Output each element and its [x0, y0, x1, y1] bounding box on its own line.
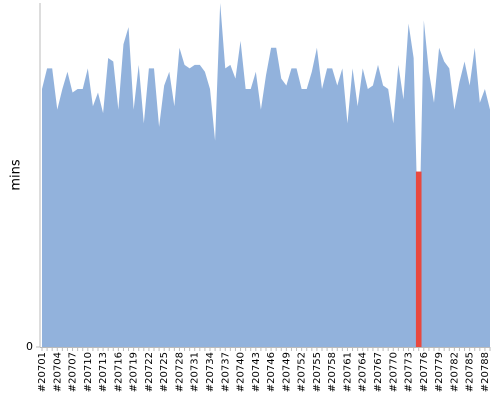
x-tick-label: #20740 — [236, 352, 247, 392]
x-tick-label: #20785 — [465, 352, 476, 392]
x-tick-label: #20731 — [190, 352, 201, 392]
x-tick-label: #20770 — [388, 352, 399, 392]
x-tick-label: #20725 — [159, 352, 170, 392]
x-tick-label: #20746 — [266, 352, 277, 392]
x-tick-label: #20743 — [251, 352, 262, 392]
x-tick-label: #20755 — [312, 352, 323, 392]
x-tick-label: #20779 — [434, 352, 445, 392]
x-tick-label: #20758 — [327, 352, 338, 392]
x-tick-label: #20716 — [113, 352, 124, 392]
x-tick-label: #20752 — [297, 352, 308, 392]
x-tick-label: #20722 — [144, 352, 155, 392]
y-axis-label: mins — [9, 159, 24, 191]
x-tick-label: #20761 — [342, 352, 353, 392]
x-tick-label: #20701 — [37, 352, 48, 392]
x-tick-label: #20782 — [449, 352, 460, 392]
x-tick-label: #20773 — [404, 352, 415, 392]
x-tick-label: #20728 — [174, 352, 185, 392]
x-tick-label: #20749 — [281, 352, 292, 392]
x-tick-label: #20788 — [480, 352, 491, 392]
x-tick-label: #20707 — [68, 352, 79, 392]
x-tick-label: #20764 — [358, 352, 369, 392]
highlight-bar — [415, 171, 422, 347]
x-tick-label: #20767 — [373, 352, 384, 392]
x-tick-label: #20704 — [52, 352, 63, 392]
x-tick-label: #20776 — [419, 352, 430, 392]
x-tick-label: #20734 — [205, 352, 216, 392]
x-tick-label: #20713 — [98, 352, 109, 392]
y-tick-label: 0 — [26, 340, 33, 353]
x-tick-label: #20719 — [129, 352, 140, 392]
x-tick-label: #20710 — [83, 352, 94, 392]
area — [42, 3, 490, 347]
x-tick-label: #20737 — [220, 352, 231, 392]
